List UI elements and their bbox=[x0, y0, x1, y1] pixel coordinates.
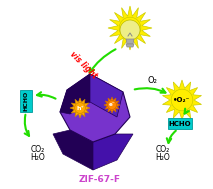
Circle shape bbox=[75, 103, 85, 113]
Text: H₂O: H₂O bbox=[31, 153, 45, 162]
Polygon shape bbox=[60, 74, 130, 142]
Text: vis light: vis light bbox=[68, 49, 99, 80]
Circle shape bbox=[171, 89, 193, 111]
Polygon shape bbox=[126, 39, 134, 44]
Text: H₂O: H₂O bbox=[156, 153, 170, 162]
Text: O₂: O₂ bbox=[147, 76, 157, 85]
Polygon shape bbox=[108, 6, 152, 50]
Polygon shape bbox=[126, 44, 134, 47]
Text: HCHO: HCHO bbox=[23, 91, 29, 111]
Text: e⁻: e⁻ bbox=[109, 102, 115, 108]
Text: ZIF-67-F: ZIF-67-F bbox=[79, 176, 121, 184]
Text: HCHO: HCHO bbox=[169, 121, 191, 127]
Circle shape bbox=[119, 17, 141, 39]
Polygon shape bbox=[93, 134, 133, 170]
Polygon shape bbox=[53, 130, 93, 170]
Polygon shape bbox=[60, 74, 90, 114]
Text: CO₂: CO₂ bbox=[156, 145, 170, 154]
Circle shape bbox=[108, 101, 117, 109]
Text: h⁺: h⁺ bbox=[76, 105, 84, 111]
Polygon shape bbox=[163, 80, 201, 120]
Circle shape bbox=[120, 20, 140, 40]
Polygon shape bbox=[90, 74, 123, 117]
Polygon shape bbox=[70, 98, 90, 118]
Text: CO₂: CO₂ bbox=[31, 145, 45, 154]
FancyBboxPatch shape bbox=[168, 118, 192, 129]
Text: •O₂⁻: •O₂⁻ bbox=[173, 97, 191, 103]
Polygon shape bbox=[104, 97, 120, 113]
FancyBboxPatch shape bbox=[20, 90, 32, 112]
